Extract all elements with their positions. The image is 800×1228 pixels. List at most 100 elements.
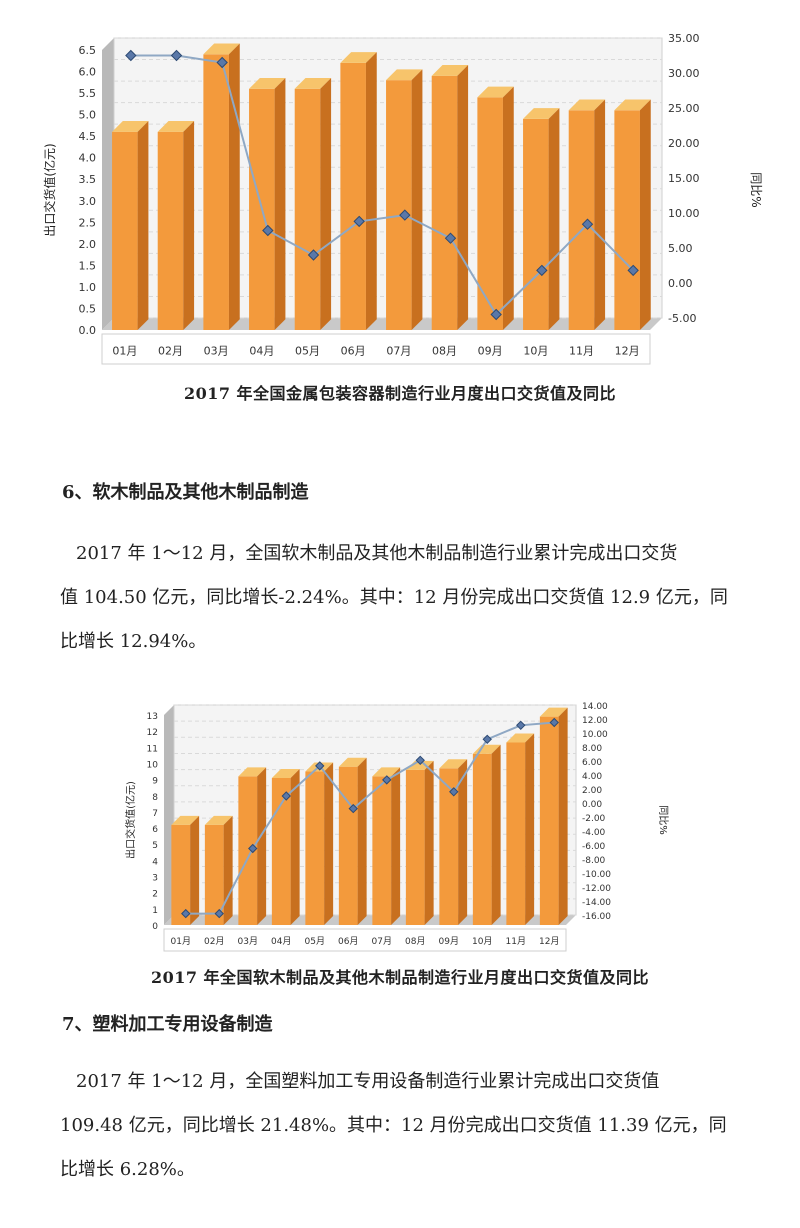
bar-side <box>594 99 606 330</box>
y2-tick-label: -2.00 <box>582 814 606 824</box>
yoy-marker <box>482 734 492 745</box>
bar-side <box>548 108 560 330</box>
y-tick-label: 2.0 <box>79 238 97 251</box>
bar-top <box>431 65 469 76</box>
bar-top <box>523 108 560 119</box>
x-tick-label: 12月 <box>539 936 559 947</box>
x-tick-label: 11月 <box>569 344 594 357</box>
x-tick-label: 06月 <box>341 344 366 357</box>
section-6-heading: 6、软木制品及其他木制品制造 <box>62 482 309 503</box>
bar-side <box>391 767 401 925</box>
y-tick-label: 0 <box>152 922 158 932</box>
bar <box>523 118 549 330</box>
section-7-heading: 7、塑料加工专用设备制造 <box>62 1014 273 1035</box>
y-tick-label: 10 <box>147 760 159 770</box>
bar-side <box>257 767 267 925</box>
chart-cork-wood-svg: 012345678910111213-16.00-14.00-12.00-10.… <box>124 702 669 952</box>
y-tick-label: 1 <box>152 906 158 916</box>
bar-top <box>203 43 240 55</box>
section-7-line-1: 2017 年 1～12 月，全国塑料加工专用设备制造行业累计完成出口交货值 <box>76 1071 660 1092</box>
bar-side <box>357 757 367 925</box>
x-tick-label: 08月 <box>405 936 425 947</box>
x-tick-label: 10月 <box>472 936 492 947</box>
bar <box>238 776 258 925</box>
yoy-marker <box>281 791 291 801</box>
y2-tick-label: 25.00 <box>668 102 700 115</box>
bar-top <box>171 815 200 825</box>
y-tick-label: 1.5 <box>79 259 97 272</box>
category-axis-band <box>163 928 567 952</box>
bar-top <box>112 121 149 132</box>
x-tick-label: 09月 <box>478 344 503 357</box>
y2-tick-label: 30.00 <box>668 67 700 80</box>
bar-top <box>249 77 286 89</box>
y-tick-label: 2 <box>152 890 158 900</box>
bar-side <box>228 43 240 330</box>
x-tick-label: 02月 <box>204 936 224 947</box>
bar <box>305 771 325 925</box>
y-tick-label: 0.5 <box>79 302 97 315</box>
bar-side <box>525 733 535 925</box>
yoy-line <box>130 54 634 317</box>
y2-tick-label: 35.00 <box>668 32 700 45</box>
y2-tick-label: 14.00 <box>582 702 608 712</box>
yoy-marker <box>516 720 526 731</box>
x-tick-label: 05月 <box>305 936 325 947</box>
y2-tick-label: 12.00 <box>582 716 608 726</box>
chart-cork-wood-caption: 2017 年全国软木制品及其他木制品制造行业月度出口交货值及同比 <box>150 968 650 987</box>
section-7-paragraph: 2017 年 1～12 月，全国塑料加工专用设备制造行业累计完成出口交货值 10… <box>60 1060 780 1192</box>
y-tick-label: 7 <box>152 809 158 819</box>
bar-top <box>372 767 401 777</box>
y-tick-label: 0.0 <box>79 324 97 337</box>
y2-tick-label: 0.00 <box>582 800 602 810</box>
bar <box>157 131 184 330</box>
y-tick-label: 4.5 <box>79 130 97 143</box>
bar <box>203 54 229 331</box>
y-tick-label: 9 <box>152 777 158 787</box>
x-tick-label: 03月 <box>238 936 258 947</box>
bar-top <box>204 815 233 825</box>
category-axis-band <box>101 333 651 365</box>
yoy-marker <box>315 761 325 771</box>
y2-tick-label: -8.00 <box>582 856 606 866</box>
yoy-marker <box>415 755 425 766</box>
y-tick-label: 2.5 <box>79 216 97 229</box>
yoy-marker <box>125 49 137 62</box>
y2-tick-label: 15.00 <box>668 172 700 185</box>
x-tick-label: 07月 <box>386 344 411 357</box>
yoy-marker <box>549 717 559 728</box>
bar-top <box>294 77 332 89</box>
yoy-marker <box>307 249 320 261</box>
y-tick-label: 13 <box>147 712 158 722</box>
x-tick-label: 06月 <box>338 936 358 947</box>
bar-side <box>274 77 286 330</box>
yoy-marker <box>444 232 457 244</box>
bar-side <box>183 121 195 331</box>
y-tick-label: 3.0 <box>79 195 97 208</box>
yoy-marker <box>214 908 224 919</box>
bar-side <box>558 707 568 925</box>
bar <box>506 742 526 925</box>
x-tick-label: 09月 <box>439 936 459 947</box>
section-6-line-1: 2017 年 1～12 月，全国软木制品及其他木制品制造行业累计完成出口交货 <box>76 543 678 564</box>
chart-cork-wood: 0 1 2 3 4 5 6 7 8 9 10 11 12 13 -16.00 -14.00 -12.00 -10.… <box>120 695 680 960</box>
y2-tick-label: -14.00 <box>582 898 611 908</box>
y2-tick-label: -6.00 <box>582 842 606 852</box>
bar <box>472 753 492 925</box>
bar-top <box>539 707 568 717</box>
bar-top <box>238 767 267 777</box>
y2-tick-label: 6.00 <box>582 758 602 768</box>
x-tick-label: 01月 <box>171 936 191 947</box>
bar-side <box>458 759 468 925</box>
y2-tick-label: -12.00 <box>582 884 611 894</box>
bar-top <box>338 757 367 767</box>
yoy-marker <box>581 218 594 230</box>
y-tick-label: 4.0 <box>79 152 97 165</box>
bar-side <box>190 815 200 925</box>
y2-axis-label: 同比% <box>749 172 763 207</box>
y2-tick-label: 4.00 <box>582 772 602 782</box>
y2-tick-label: 8.00 <box>582 744 602 754</box>
bar-top <box>568 99 606 111</box>
bar-side <box>324 762 334 925</box>
bar-side <box>424 760 434 925</box>
